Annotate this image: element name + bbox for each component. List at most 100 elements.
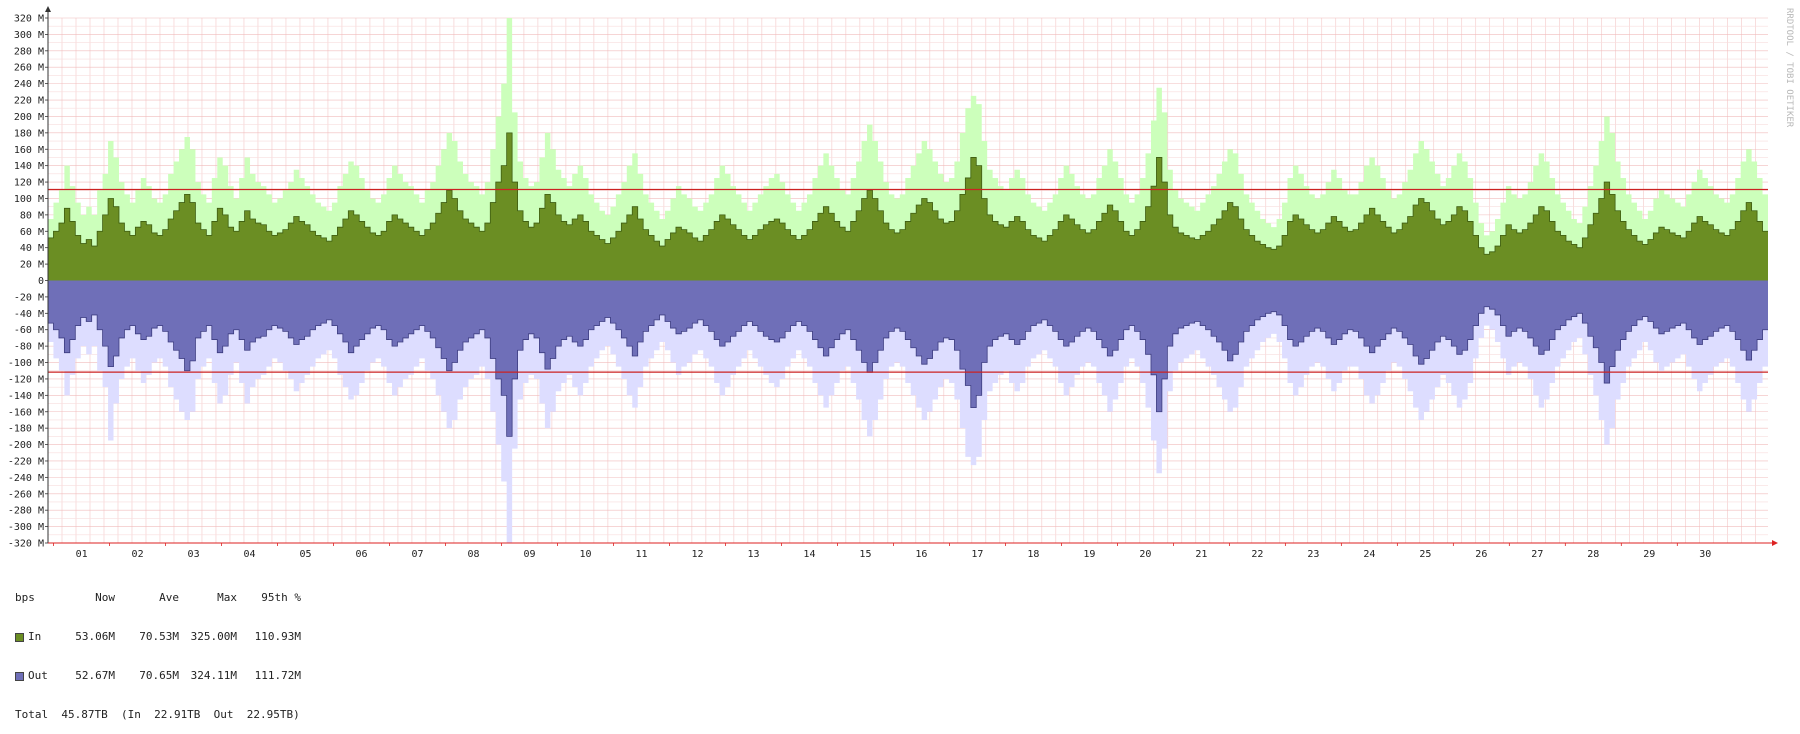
x-tick-label: 09 bbox=[523, 549, 535, 560]
x-tick-label: 02 bbox=[132, 549, 144, 560]
y-tick-label: -160 M bbox=[8, 407, 44, 418]
y-tick-label: -320 M bbox=[8, 539, 44, 550]
legend-header-p95: 95th % bbox=[261, 591, 301, 604]
x-tick-label: 27 bbox=[1531, 549, 1543, 560]
y-tick-label: -80 M bbox=[14, 342, 44, 353]
y-tick-label: 180 M bbox=[14, 128, 44, 139]
x-tick-label: 04 bbox=[244, 549, 256, 560]
out-max-area bbox=[48, 280, 1768, 543]
y-tick-label: 0 bbox=[38, 276, 44, 287]
y-tick-label: 20 M bbox=[20, 260, 44, 271]
x-tick-label: 13 bbox=[747, 549, 759, 560]
legend-out-p95: 111.72M bbox=[254, 669, 301, 682]
y-tick-labels: 320 M 300 M 280 M 260 M 240 M 220 M 200 M 180 M… bbox=[8, 14, 44, 550]
x-tick-label: 14 bbox=[803, 549, 815, 560]
y-axis-arrow bbox=[45, 6, 51, 12]
y-tick-label: 100 M bbox=[14, 194, 44, 205]
y-tick-label: -60 M bbox=[14, 325, 44, 336]
x-tick-label: 18 bbox=[1027, 549, 1039, 560]
y-tick-label: -100 M bbox=[8, 358, 44, 369]
x-tick-label: 24 bbox=[1363, 549, 1375, 560]
traffic-chart: 320 M 300 M 280 M 260 M 240 M 220 M 200 M 180 M… bbox=[8, 6, 1794, 560]
legend-out-now: 52.67M bbox=[75, 669, 115, 682]
x-tick-label: 01 bbox=[76, 549, 88, 560]
y-tick-label: -120 M bbox=[8, 374, 44, 385]
y-tick-label: -300 M bbox=[8, 522, 44, 533]
chart-axes bbox=[45, 6, 1778, 546]
legend-label-in: In bbox=[28, 630, 42, 643]
x-tick-label: 23 bbox=[1307, 549, 1319, 560]
legend-label-out: Out bbox=[28, 669, 48, 682]
y-tick-label: 140 M bbox=[14, 161, 44, 172]
legend-out-ave: 70.65M bbox=[139, 669, 179, 682]
percentile-95-lines bbox=[48, 188, 1768, 373]
x-tick-label: 08 bbox=[467, 549, 479, 560]
x-tick-label: 30 bbox=[1699, 549, 1711, 560]
x-tick-label: 17 bbox=[971, 549, 983, 560]
x-tick-label: 11 bbox=[635, 549, 647, 560]
legend-row-in: In 53.06M 70.53M 325.00M 110.93M bbox=[15, 630, 301, 643]
y-tick-label: -260 M bbox=[8, 489, 44, 500]
x-axis-arrow bbox=[1772, 540, 1778, 546]
y-tick-label: -280 M bbox=[8, 506, 44, 517]
y-tick-label: -180 M bbox=[8, 424, 44, 435]
y-tick-label: 40 M bbox=[20, 243, 44, 254]
in-avg-area bbox=[48, 132, 1768, 281]
y-tick-label: 260 M bbox=[14, 63, 44, 74]
legend: bps Now Ave Max 95th % In 53.06M 70.53M … bbox=[15, 565, 301, 734]
x-tick-label: 12 bbox=[691, 549, 703, 560]
y-tick-label: -200 M bbox=[8, 440, 44, 451]
legend-swatch-out bbox=[15, 671, 24, 681]
legend-in-max: 325.00M bbox=[190, 630, 237, 643]
x-tick-label: 15 bbox=[859, 549, 871, 560]
legend-header: bps Now Ave Max 95th % bbox=[15, 591, 301, 604]
x-tick-label: 05 bbox=[300, 549, 312, 560]
x-tick-label: 10 bbox=[579, 549, 591, 560]
x-tick-label: 06 bbox=[356, 549, 368, 560]
legend-header-max: Max bbox=[217, 591, 237, 604]
legend-total: Total 45.87TB (In 22.91TB Out 22.95TB) bbox=[15, 708, 300, 721]
out-avg-area bbox=[48, 280, 1768, 437]
legend-swatch-in bbox=[15, 632, 24, 642]
y-tick-label: -240 M bbox=[8, 473, 44, 484]
y-tick-label: -140 M bbox=[8, 391, 44, 402]
x-tick-label: 19 bbox=[1083, 549, 1095, 560]
legend-out-max: 324.11M bbox=[190, 669, 237, 682]
y-tick-label: 200 M bbox=[14, 112, 44, 123]
x-tick-label: 22 bbox=[1251, 549, 1263, 560]
y-tick-label: 160 M bbox=[14, 145, 44, 156]
y-tick-label: 80 M bbox=[20, 210, 44, 221]
legend-header-now: Now bbox=[95, 591, 115, 604]
y-tick-label: 240 M bbox=[14, 79, 44, 90]
legend-in-now: 53.06M bbox=[75, 630, 115, 643]
x-tick-label: 07 bbox=[412, 549, 424, 560]
x-tick-label: 20 bbox=[1139, 549, 1151, 560]
x-tick-label: 03 bbox=[188, 549, 200, 560]
y-tick-label: 220 M bbox=[14, 96, 44, 107]
y-tick-label: 60 M bbox=[20, 227, 44, 238]
x-tick-label: 29 bbox=[1643, 549, 1655, 560]
y-tick-label: -20 M bbox=[14, 292, 44, 303]
rrdtool-watermark: RRDTOOL / TOBI OETIKER bbox=[1784, 8, 1794, 128]
y-tick-label: 280 M bbox=[14, 46, 44, 57]
y-tick-label: 300 M bbox=[14, 30, 44, 41]
in-avg-line bbox=[48, 132, 1768, 255]
y-tick-label: 120 M bbox=[14, 178, 44, 189]
x-tick-label: 25 bbox=[1419, 549, 1431, 560]
legend-unit: bps bbox=[15, 591, 35, 604]
x-tick-label: 16 bbox=[915, 549, 927, 560]
y-tick-label: -40 M bbox=[14, 309, 44, 320]
out-avg-line bbox=[48, 306, 1768, 437]
x-tick-label: 21 bbox=[1195, 549, 1207, 560]
legend-in-ave: 70.53M bbox=[139, 630, 179, 643]
chart-areas bbox=[48, 18, 1768, 543]
legend-header-ave: Ave bbox=[159, 591, 179, 604]
x-tick-label: 28 bbox=[1587, 549, 1599, 560]
x-tick-labels: 01 02 03 04 05 06 07 08 09 10 11 12 13 14 15 16 17 18 19 20… bbox=[76, 549, 1712, 560]
y-tick-label: 320 M bbox=[14, 14, 44, 25]
legend-in-p95: 110.93M bbox=[254, 630, 301, 643]
y-tick-label: -220 M bbox=[8, 456, 44, 467]
in-max-area bbox=[48, 18, 1768, 281]
x-tick-label: 26 bbox=[1475, 549, 1487, 560]
legend-row-out: Out 52.67M 70.65M 324.11M 111.72M bbox=[15, 669, 301, 682]
